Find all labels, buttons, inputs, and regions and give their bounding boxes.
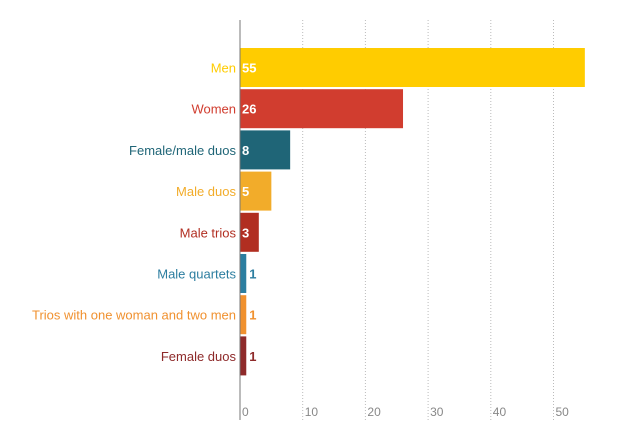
value-label: 3 <box>242 225 249 240</box>
bar <box>240 89 404 129</box>
value-label: 55 <box>242 61 256 76</box>
value-label: 26 <box>242 102 256 117</box>
bar <box>240 212 259 252</box>
value-label: 1 <box>249 308 256 323</box>
category-label: Male trios <box>180 225 237 240</box>
category-label: Female/male duos <box>129 143 236 158</box>
category-label: Men <box>211 61 236 76</box>
x-tick-label: 10 <box>305 405 319 419</box>
category-label: Trios with one woman and two men <box>32 308 236 323</box>
x-tick-label: 50 <box>556 405 570 419</box>
value-label: 8 <box>242 143 249 158</box>
category-label: Male quartets <box>157 267 236 282</box>
x-tick-label: 40 <box>493 405 507 419</box>
category-label: Women <box>191 102 236 117</box>
bar <box>240 254 247 293</box>
category-label: Female duos <box>161 349 237 364</box>
bar <box>240 171 272 211</box>
bar <box>240 336 247 376</box>
value-label: 1 <box>249 349 256 364</box>
x-tick-label: 0 <box>242 405 249 419</box>
x-tick-label: 20 <box>367 405 381 419</box>
value-label: 1 <box>249 267 256 282</box>
value-label: 5 <box>242 184 249 199</box>
category-label: Male duos <box>176 184 236 199</box>
bar <box>240 130 291 170</box>
bar <box>240 48 585 87</box>
x-tick-label: 30 <box>430 405 444 419</box>
bar <box>240 295 247 335</box>
